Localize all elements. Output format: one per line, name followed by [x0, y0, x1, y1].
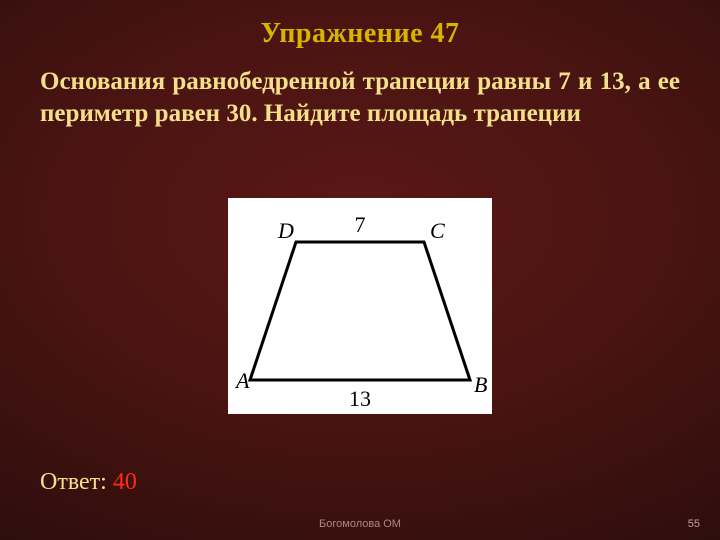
answer-block: Ответ: 40	[40, 469, 137, 496]
trapezoid-figure: A B C D 7 13	[228, 198, 492, 414]
footer-author: Богомолова ОМ	[0, 518, 720, 530]
svg-text:B: B	[474, 372, 487, 397]
svg-text:C: C	[430, 218, 445, 243]
svg-text:D: D	[277, 218, 294, 243]
svg-text:7: 7	[355, 212, 366, 237]
answer-value: 40	[113, 469, 137, 495]
page-number: 55	[688, 518, 700, 530]
svg-text:A: A	[234, 368, 250, 393]
svg-text:13: 13	[349, 386, 371, 411]
trapezoid-svg: A B C D 7 13	[228, 198, 492, 414]
slide-title: Упражнение 47	[0, 18, 720, 50]
problem-text: Основания равнобедренной трапеции равны …	[40, 66, 680, 130]
answer-label: Ответ:	[40, 469, 107, 495]
slide: Упражнение 47 Основания равнобедренной т…	[0, 0, 720, 540]
